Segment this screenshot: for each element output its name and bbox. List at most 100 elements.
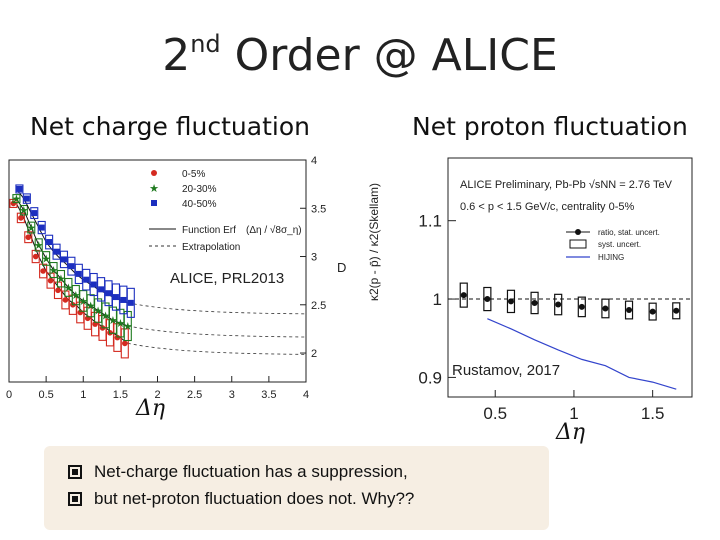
- data-point: [120, 296, 127, 303]
- plot-frame: [447, 157, 693, 398]
- legend-label: 20-30%: [182, 184, 217, 195]
- extrapolation-curve: [127, 342, 307, 355]
- data-point: [127, 299, 134, 306]
- data-point: ★: [19, 205, 29, 217]
- data-point: [68, 263, 75, 270]
- data-point: ★: [49, 265, 59, 277]
- net-proton-reference: Rustamov, 2017: [452, 362, 561, 379]
- data-point: [105, 290, 112, 297]
- legend-marker: [151, 170, 157, 176]
- extrapolation-curve: [127, 325, 307, 338]
- net-charge-x-axis-label: Δη: [136, 396, 166, 421]
- x-tick-label: 0.5: [38, 389, 53, 401]
- data-point: ★: [11, 194, 21, 206]
- y-tick-label: 1.1: [418, 212, 442, 231]
- syst-box: [483, 286, 492, 312]
- data-point: [31, 210, 38, 217]
- bullet-item: but net-proton fluctuation does not. Why…: [68, 485, 549, 512]
- data-point: [46, 239, 53, 246]
- y-tick-label: 4: [311, 155, 317, 167]
- data-point: ★: [101, 310, 111, 322]
- data-point: ★: [86, 301, 96, 313]
- syst-box: [15, 184, 24, 194]
- data-point: ★: [56, 274, 66, 286]
- data-point: ★: [41, 253, 51, 265]
- data-point: [578, 303, 585, 310]
- x-tick-label: 0: [6, 389, 12, 401]
- syst-box: [126, 287, 135, 318]
- x-tick-label: 1: [569, 404, 578, 423]
- data-point: ★: [34, 240, 44, 252]
- syst-box: [12, 194, 21, 204]
- data-point: [626, 307, 633, 314]
- y-axis-label: κ2(p - p̄) / κ2(Skellam): [367, 183, 381, 301]
- syst-box: [42, 251, 51, 266]
- data-point: [531, 299, 538, 306]
- syst-box: [22, 193, 31, 204]
- chart-header: ALICE Preliminary, Pb-Pb √sNN = 2.76 TeV: [460, 179, 673, 191]
- data-point: [23, 195, 30, 202]
- data-point: ★: [123, 321, 133, 333]
- data-point: [507, 298, 514, 305]
- x-tick-label: 3: [229, 389, 235, 401]
- legend-label: Extrapolation: [182, 242, 240, 253]
- data-point: [112, 294, 119, 301]
- x-tick-label: 4: [303, 389, 309, 401]
- syst-box: [624, 300, 634, 320]
- conclusion-box: Net-charge fluctuation has a suppression…: [44, 446, 549, 530]
- bullet-box-icon: [68, 491, 82, 506]
- y-tick-label: 3: [311, 252, 317, 264]
- syst-box: [27, 221, 36, 234]
- data-point: [460, 292, 467, 299]
- extrapolation-curve: [127, 302, 307, 315]
- x-tick-label: 2: [154, 389, 160, 401]
- data-point: [10, 200, 17, 207]
- y-axis-label: D: [337, 260, 346, 275]
- syst-box: [648, 302, 657, 321]
- y-tick-label: 3.5: [311, 203, 326, 215]
- x-tick-label: 2.5: [187, 389, 202, 401]
- legend-label: ratio, stat. uncert.: [598, 228, 660, 237]
- data-point: ★: [63, 282, 73, 294]
- y-tick-label: 2.5: [311, 300, 326, 312]
- y-tick-label: 2: [311, 348, 317, 360]
- chart-subheader: 0.6 < p < 1.5 GeV/c, centrality 0-5%: [460, 201, 634, 213]
- syst-box: [672, 302, 681, 320]
- data-point: [555, 301, 562, 308]
- net-charge-chart: 0 0.5 1 1.5 2 2.5 3 3.5 422.533.54D★★★★★★★★★★★★★…: [6, 155, 346, 401]
- data-point: [83, 276, 90, 283]
- data-point: [55, 287, 61, 294]
- y-tick-label: 1: [433, 290, 442, 309]
- x-tick-label: 3.5: [261, 389, 276, 401]
- data-point: [673, 307, 680, 314]
- legend-marker: [569, 239, 587, 249]
- data-point: ★: [78, 296, 88, 308]
- data-point: [602, 305, 609, 312]
- legend-label: 0-5%: [182, 169, 205, 180]
- data-point: ★: [115, 318, 125, 330]
- legend-formula: (Δη / √8σ_η): [246, 224, 302, 236]
- data-point: [484, 296, 491, 303]
- legend-label: syst. uncert.: [598, 240, 641, 249]
- data-point: [62, 297, 69, 303]
- data-point: [25, 234, 32, 241]
- x-tick-label: 0.5: [483, 404, 507, 423]
- net-charge-subtitle: Net charge fluctuation: [30, 112, 310, 141]
- data-point: [32, 253, 39, 260]
- data-point: [98, 286, 105, 293]
- data-point: [40, 268, 46, 274]
- data-point: [38, 224, 45, 231]
- syst-box: [530, 291, 539, 315]
- data-point: ★: [71, 290, 81, 302]
- data-point: [122, 340, 128, 347]
- legend-label: HIJING: [598, 253, 624, 262]
- data-point: [53, 248, 60, 255]
- net-proton-x-axis-label: Δη: [556, 420, 586, 445]
- legend-label: Function Erf: [182, 225, 236, 236]
- legend-marker: ★: [149, 183, 159, 195]
- legend-marker: [151, 200, 157, 206]
- data-point: ★: [93, 306, 103, 318]
- bullet-box-icon: [68, 464, 82, 479]
- x-tick-label: 1.5: [641, 404, 665, 423]
- data-point: [90, 281, 97, 288]
